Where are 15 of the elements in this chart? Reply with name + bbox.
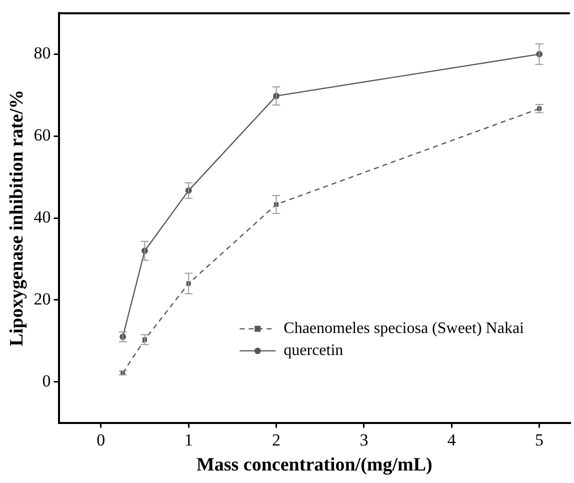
y-tick-label: 60 xyxy=(34,126,51,145)
x-tick-label: 1 xyxy=(184,430,193,450)
x-tick-label: 5 xyxy=(535,430,544,450)
y-axis-title: Lipoxygenase inhibition rate/% xyxy=(6,90,28,346)
legend-label: Chaenomeles speciosa (Sweet) Nakai xyxy=(284,320,525,338)
x-tick-label: 3 xyxy=(360,430,368,450)
y-tick-label: 80 xyxy=(34,44,51,63)
x-axis-title: Mass concentration/(mg/mL) xyxy=(196,454,432,476)
x-tick-label: 2 xyxy=(272,430,281,450)
y-tick-label: 0 xyxy=(42,371,51,390)
legend-label: quercetin xyxy=(284,342,344,360)
y-tick-label: 40 xyxy=(34,207,51,226)
x-tick-label: 4 xyxy=(447,430,456,450)
y-tick-label: 20 xyxy=(34,289,51,308)
x-tick-label: 0 xyxy=(96,430,106,450)
